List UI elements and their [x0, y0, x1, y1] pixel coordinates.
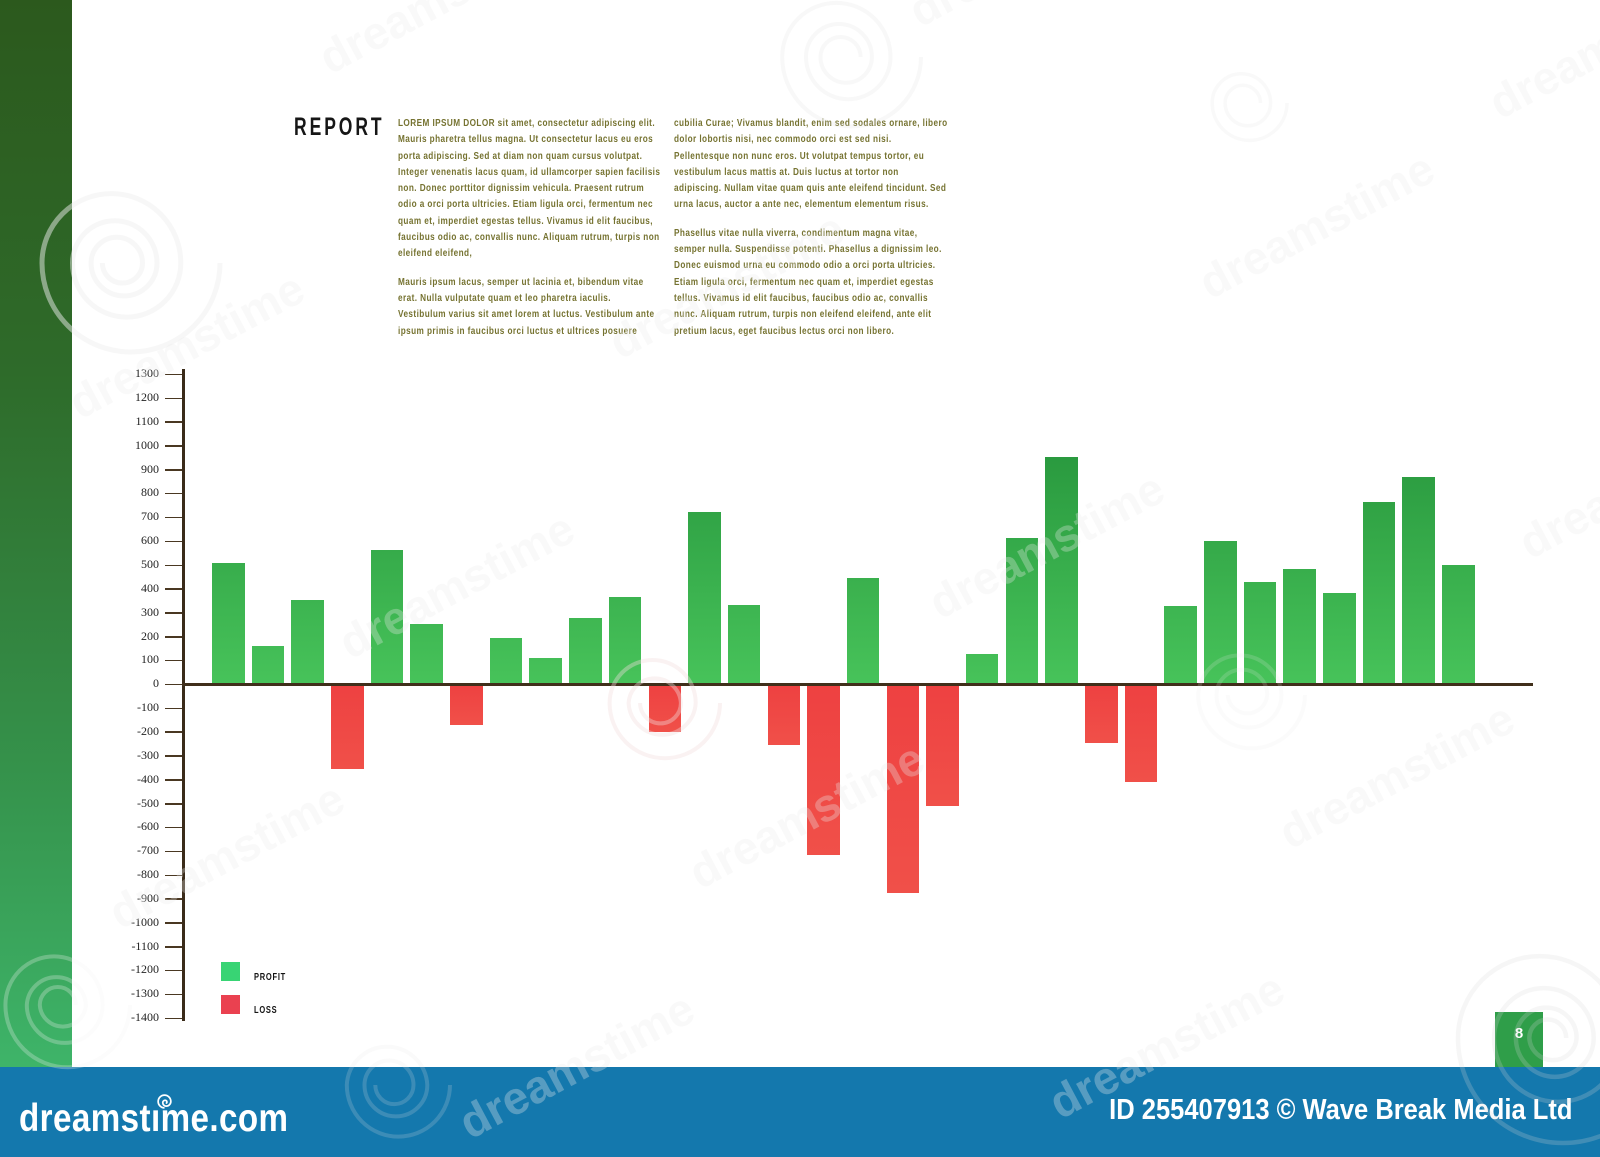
svg-text:dreamstime: dreamstime: [330, 502, 582, 669]
svg-text:dreamstime: dreamstime: [1480, 0, 1600, 129]
svg-text:dreamstime: dreamstime: [900, 0, 1152, 37]
svg-text:dreamstime: dreamstime: [60, 262, 312, 429]
svg-text:dreamstime: dreamstime: [1190, 142, 1442, 309]
svg-text:dreamstime: dreamstime: [60, 262, 312, 429]
svg-text:dreamstime: dreamstime: [1480, 0, 1600, 129]
svg-text:dreamstime: dreamstime: [1270, 692, 1522, 859]
svg-text:dreamstime: dreamstime: [1270, 692, 1522, 859]
svg-text:dreamstime: dreamstime: [1510, 402, 1600, 569]
svg-text:dreamstime: dreamstime: [1190, 142, 1442, 309]
svg-text:dreamstime: dreamstime: [330, 502, 582, 669]
svg-text:dreamstime: dreamstime: [900, 0, 1152, 37]
svg-text:dreamstime: dreamstime: [310, 0, 562, 84]
svg-text:dreamstime: dreamstime: [310, 0, 562, 84]
svg-text:dreamstime: dreamstime: [1510, 402, 1600, 569]
